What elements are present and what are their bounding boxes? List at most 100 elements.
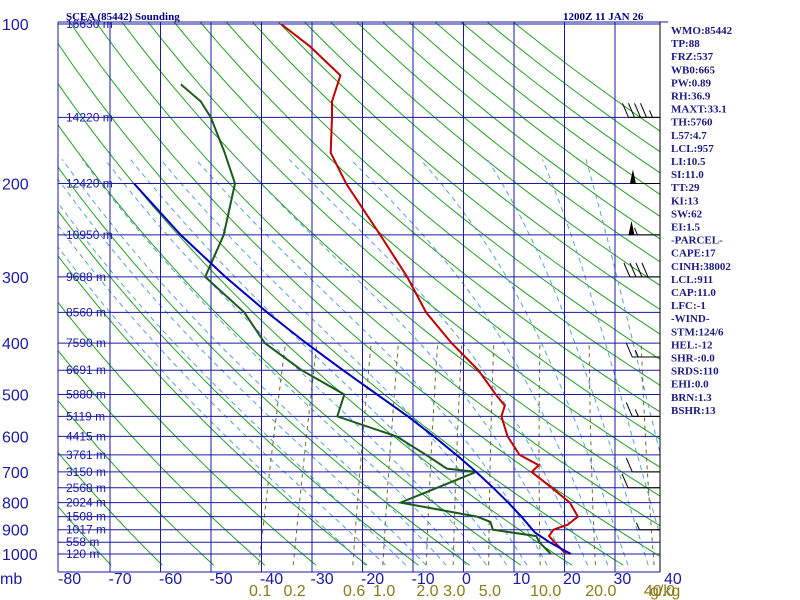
wind-barb: [635, 522, 660, 531]
mixing-ratio-line: [382, 343, 399, 566]
wind-barbs: [621, 22, 661, 572]
mixing-ratio-label: 3.0: [443, 583, 465, 600]
wind-barb-half: [634, 409, 639, 417]
pressure-tick-label: 900: [2, 523, 29, 540]
sounding-series: [133, 23, 580, 555]
wind-barb-half: [634, 349, 639, 358]
temperature-tick-label: -40: [260, 571, 283, 588]
height-label: 5119 m: [66, 409, 105, 423]
temperature-tick-label: 20: [563, 571, 581, 588]
stats-line: L57:4.7: [671, 130, 707, 142]
wind-barb-full: [640, 103, 647, 118]
pressure-tick-label: 300: [2, 270, 29, 287]
mixing-ratio-unit: g/kg: [650, 583, 680, 600]
moist-adiabat-line: [81, 159, 467, 566]
mixing-ratio-line: [538, 343, 541, 566]
wind-barb-half: [649, 110, 653, 118]
temperature-tick-label: -70: [109, 571, 132, 588]
wind-barb-full: [628, 103, 635, 118]
mixing-ratio-label: 0.6: [343, 583, 365, 600]
pressure-tick-label: 1000: [2, 547, 38, 564]
stats-line: CAPE:17: [671, 248, 716, 260]
moist-adiabat-line: [585, 159, 660, 455]
moist-adiabat-line: [58, 178, 427, 566]
mixing-ratio-label: 0.2: [283, 583, 305, 600]
dry-adiabat-line: [58, 255, 368, 566]
pressure-tick-label: 700: [2, 465, 29, 482]
height-label: 4415 m: [66, 429, 106, 443]
dry-adiabat-line: [58, 349, 266, 566]
wind-barb-full: [635, 262, 643, 278]
parcel-profile-line: [133, 182, 572, 555]
wind-barb: [622, 103, 660, 118]
moist-adiabat-line: [237, 158, 568, 566]
moist-adiabat-line: [61, 159, 447, 566]
dry-adiabat-line: [58, 301, 317, 566]
mixing-ratio-label: 1.0: [373, 583, 395, 600]
height-label: 558 m: [66, 535, 99, 549]
height-label: 8560 m: [66, 305, 106, 319]
stats-line: KI:13: [671, 195, 699, 207]
wind-barb: [623, 262, 660, 278]
moist-adiabat-line: [486, 159, 649, 566]
stats-line: CAP:11.0: [671, 287, 716, 299]
height-label: 3761 m: [66, 448, 106, 462]
height-label: 16630 m: [66, 17, 113, 31]
stats-line: FRZ:537: [671, 51, 714, 63]
mixing-ratio-line: [452, 343, 463, 566]
moist-adiabat-line: [419, 158, 629, 566]
stats-line: TT:29: [671, 182, 700, 194]
stats-line: PW:0.89: [671, 77, 712, 89]
height-label: 12420 m: [66, 177, 113, 191]
wind-barb: [625, 342, 660, 358]
height-label: 6691 m: [66, 363, 106, 377]
height-label: 2024 m: [66, 496, 106, 510]
pressure-tick-label: 400: [2, 336, 29, 353]
dry-adiabat-line: [58, 399, 214, 566]
height-label: 7590 m: [66, 336, 106, 350]
moist-adiabat-line: [195, 158, 548, 566]
height-label: 2568 m: [66, 481, 106, 495]
stats-line: -WIND-: [671, 313, 710, 325]
moist-adiabat-line: [58, 224, 386, 566]
temperature-tick-label: -30: [311, 571, 334, 588]
mixing-ratio-label: 20.0: [585, 583, 616, 600]
stats-line: CINH:38002: [671, 261, 731, 273]
temperature-tick-label: -60: [159, 571, 182, 588]
stats-line: STM:124/6: [671, 326, 724, 338]
height-label: 1508 m: [66, 510, 106, 524]
moist-adiabat-line: [288, 158, 589, 566]
pressure-tick-label: 500: [2, 387, 29, 404]
stats-line: RH:36.9: [671, 91, 711, 103]
stats-line: SW:62: [671, 208, 703, 220]
pressure-tick-label: 100: [2, 17, 29, 34]
wind-barb-pennant: [628, 220, 635, 235]
wind-barb-half: [634, 227, 638, 236]
temperature-tick-label: -50: [210, 571, 233, 588]
wind-barb-full: [622, 103, 629, 118]
temperature-tick-label: 40: [664, 571, 682, 588]
stats-line: EI:1.5: [671, 222, 701, 234]
wind-barb: [628, 220, 660, 236]
stats-line: MAXT:33.1: [671, 104, 727, 116]
moist-adiabat-line: [541, 159, 660, 538]
temperature-tick-label: 10: [513, 571, 531, 588]
moist-adiabat-line: [58, 202, 407, 566]
stats-line: SHR-:0.0: [671, 353, 715, 365]
dry-adiabat-line: [58, 451, 163, 566]
stats-line: LCL:957: [671, 143, 714, 155]
wind-barb-full: [634, 103, 641, 118]
moist-adiabat-line: [58, 246, 366, 566]
temperature-tick-label: -80: [58, 571, 81, 588]
mixing-ratio-label: 40.0: [644, 583, 675, 600]
mixing-ratio-label: 5.0: [479, 583, 501, 600]
stats-line: WMO:85442: [671, 25, 733, 37]
temperature-profile-line: [280, 23, 580, 555]
stats-line: TP:88: [671, 38, 700, 50]
stats-line: TH:5760: [671, 117, 713, 129]
mixing-ratio-lines: [258, 343, 655, 566]
mixing-ratio-line: [292, 343, 318, 566]
mixing-ratio-line: [352, 343, 372, 566]
